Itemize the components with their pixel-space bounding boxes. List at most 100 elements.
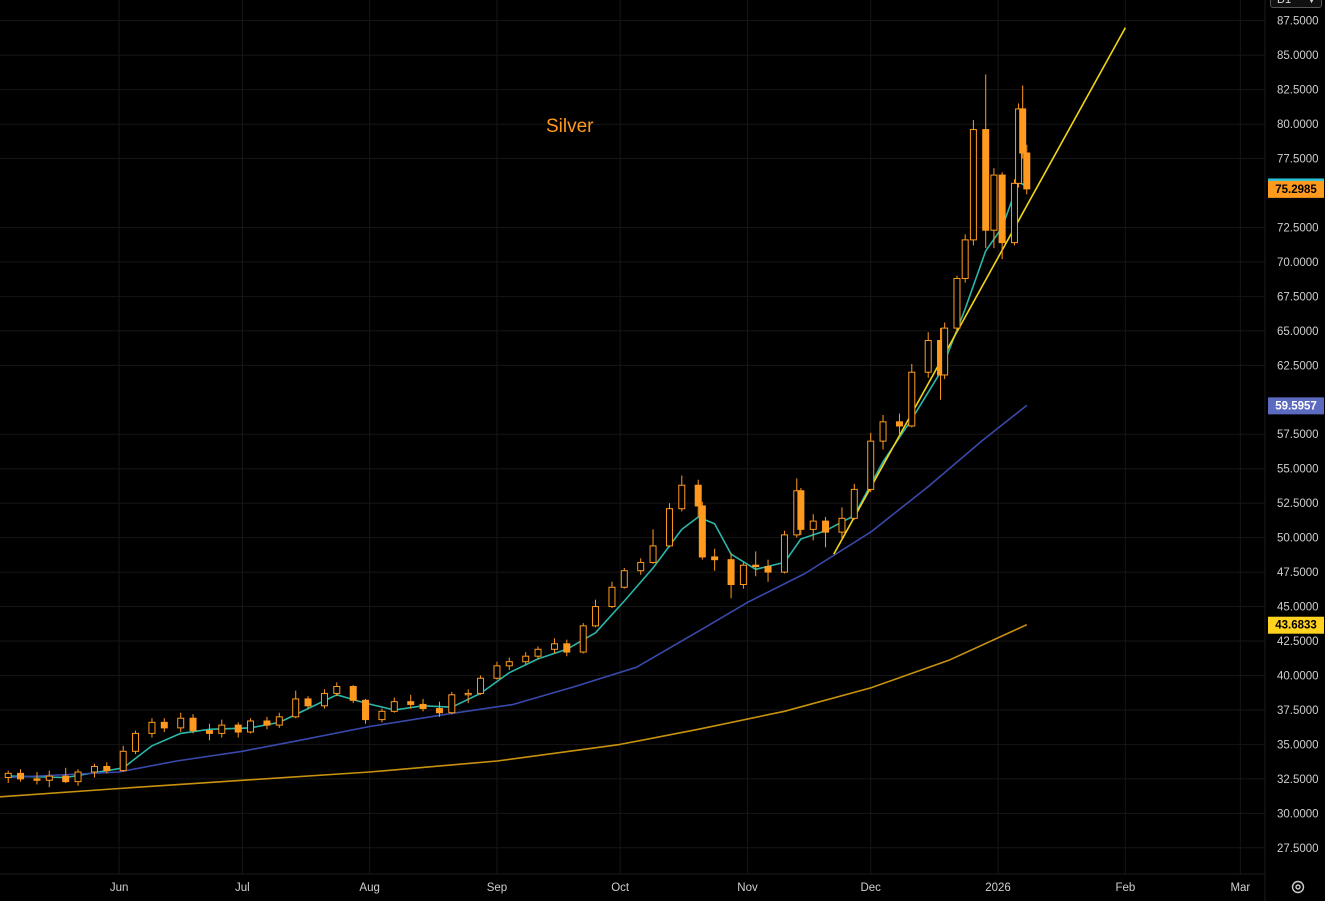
candle-body [362, 699, 370, 721]
candle [177, 712, 185, 733]
candle [160, 718, 168, 733]
indicator-line-4 [833, 27, 1127, 555]
candle-body [132, 732, 140, 752]
candle [822, 516, 830, 548]
candle [247, 718, 255, 734]
candle [333, 682, 341, 697]
x-tick-label: Dec [860, 882, 881, 894]
candle-body [505, 661, 513, 667]
candle-body [908, 371, 916, 427]
candle [362, 698, 370, 724]
chart-settings-button[interactable] [1285, 876, 1311, 898]
time-axis[interactable]: Jun Jul Aug Sep Oct Nov Dec 2026 Feb Mar [110, 882, 1251, 894]
candle [304, 696, 312, 709]
candle [45, 770, 53, 788]
candle-body [320, 692, 328, 707]
candle-body [727, 559, 735, 586]
candle-body [493, 665, 501, 679]
candle [879, 414, 887, 450]
price-tag: 43.6833 [1268, 616, 1324, 634]
y-tick-label: 30.0000 [1277, 808, 1319, 820]
candle-body [522, 655, 530, 663]
candle [698, 501, 706, 560]
candle [349, 685, 357, 704]
candle-body [620, 570, 628, 588]
candle [378, 708, 386, 723]
candle-body [780, 534, 788, 573]
y-tick-label: 32.5000 [1277, 774, 1319, 786]
candle-body [924, 340, 932, 373]
y-tick-label: 35.0000 [1277, 739, 1319, 751]
candle-body [234, 724, 242, 733]
candle-body [698, 505, 706, 558]
candle-body [678, 484, 686, 510]
y-tick-label: 65.0000 [1277, 326, 1319, 338]
chart-grid [0, 0, 1265, 874]
y-tick-label: 45.0000 [1277, 602, 1319, 614]
candle-body [895, 421, 903, 427]
candle-body [45, 775, 53, 781]
candle-body [333, 686, 341, 694]
candle [620, 567, 628, 589]
y-tick-label: 57.5000 [1277, 429, 1319, 441]
x-tick-label: Mar [1230, 882, 1250, 894]
candle-body [694, 484, 702, 507]
period-selector[interactable]: D1 ▼ [1270, 0, 1322, 8]
price-axis[interactable]: 87.5000 85.0000 82.5000 80.0000 77.5000 72.50… [1277, 16, 1319, 855]
candle [505, 657, 513, 670]
candle [493, 661, 501, 680]
candle-body [850, 488, 858, 519]
candle [579, 623, 587, 654]
candle-body [189, 717, 197, 732]
candle [550, 638, 558, 654]
candle-body [637, 561, 645, 572]
candle-body [477, 677, 485, 694]
candle [263, 716, 271, 730]
candle-body [563, 643, 571, 653]
candle-body [608, 586, 616, 608]
candle-body [4, 772, 12, 779]
candle [275, 712, 283, 728]
candle [764, 559, 772, 582]
candle [982, 74, 990, 249]
candle-body [74, 771, 82, 783]
candle [119, 745, 127, 772]
candle [62, 767, 70, 784]
candle [132, 730, 140, 755]
candle [189, 714, 197, 734]
candle-body [103, 765, 111, 772]
candle [234, 722, 242, 738]
candle-body [998, 174, 1006, 244]
candle [1019, 85, 1027, 159]
candle [292, 690, 300, 719]
y-tick-label: 55.0000 [1277, 464, 1319, 476]
candle [780, 530, 788, 574]
chevron-down-icon: ▼ [1307, 0, 1316, 5]
candle-body [739, 564, 747, 586]
candle-body [292, 698, 300, 718]
candle-body [665, 508, 673, 547]
candle-body [177, 717, 185, 729]
y-tick-label: 52.5000 [1277, 498, 1319, 510]
price-tag-label: 59.5957 [1275, 400, 1317, 412]
candle [448, 692, 456, 715]
candle-body [764, 566, 772, 573]
candle-body [349, 686, 357, 701]
candle-body [797, 490, 805, 530]
candle-body [263, 720, 271, 726]
candle-body [148, 721, 156, 734]
y-tick-label: 67.5000 [1277, 291, 1319, 303]
candle [218, 719, 226, 738]
candle-body [275, 716, 283, 726]
candle [390, 697, 398, 713]
candle-body [953, 277, 961, 329]
candle-body [941, 327, 949, 376]
candle-body [969, 129, 977, 241]
indicator-line-2 [8, 404, 1028, 779]
y-tick-label: 42.5000 [1277, 636, 1319, 648]
chart-annotation: Silver [546, 116, 594, 137]
candle [809, 514, 817, 541]
candle [637, 558, 645, 575]
x-tick-label: Feb [1115, 882, 1135, 894]
